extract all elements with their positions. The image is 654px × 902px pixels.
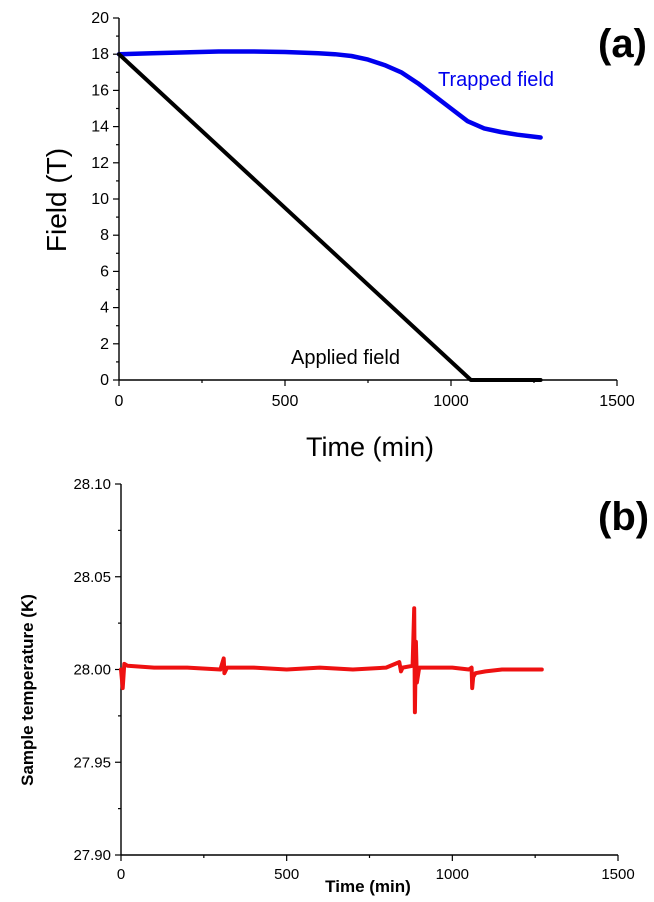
y-tick-label: 18: [91, 46, 109, 63]
series-label-applied-field: Applied field: [291, 347, 400, 369]
y-tick-label: 12: [91, 155, 109, 172]
panel-label-b: (b): [598, 495, 649, 539]
x-axis-label-a: Time (min): [306, 432, 434, 462]
series-temperature-line: [119, 606, 544, 715]
y-tick-label: 28.00: [73, 662, 111, 679]
x-tick-label: 500: [274, 866, 299, 883]
y-axis-label-b: Sample temperature (K): [18, 594, 37, 786]
y-tick-label: 14: [91, 119, 109, 136]
x-axis-label-b: Time (min): [325, 877, 411, 896]
chart-b-marks: 27.90 27.95 28.00 28.05 28.10 0 500 1000 1500: [73, 476, 634, 883]
x-tick-label: 1500: [601, 866, 634, 883]
x-tick-label: 1000: [436, 866, 469, 883]
y-tick-label: 0: [100, 372, 109, 389]
y-tick-label: 28.05: [73, 569, 111, 586]
y-tick-label: 4: [100, 300, 109, 317]
y-tick-label: 2: [100, 336, 109, 353]
chart-b: (b) 27.90 27.95 28.00 28.05 28.10 0 500 1000 150…: [18, 476, 649, 896]
panel-label-a: (a): [598, 22, 647, 66]
y-tick-label: 27.95: [73, 754, 111, 771]
y-tick-label: 20: [91, 10, 109, 27]
x-tick-label: 1500: [599, 393, 635, 410]
y-tick-label: 10: [91, 191, 109, 208]
y-axis-label-a: Field (T): [41, 148, 72, 252]
chart-a: (a) 0 2 4 6 8 10 12 14 16 18 20 0 500 1000 1500 Trappe…: [41, 10, 647, 462]
series-applied-field-line: [117, 52, 543, 382]
y-tick-label: 8: [100, 227, 109, 244]
y-tick-label: 28.10: [73, 476, 111, 493]
y-tick-label: 27.90: [73, 847, 111, 864]
series-trapped-field-line: [116, 49, 543, 140]
x-tick-label: 500: [272, 393, 299, 410]
chart-a-marks: 0 2 4 6 8 10 12 14 16 18 20 0 500 1000 1500: [91, 10, 635, 410]
x-tick-label: 0: [117, 866, 125, 883]
x-tick-label: 1000: [433, 393, 469, 410]
y-tick-label: 6: [100, 263, 109, 280]
x-tick-label: 0: [115, 393, 124, 410]
series-label-trapped-field: Trapped field: [438, 69, 554, 91]
y-tick-label: 16: [91, 82, 109, 99]
